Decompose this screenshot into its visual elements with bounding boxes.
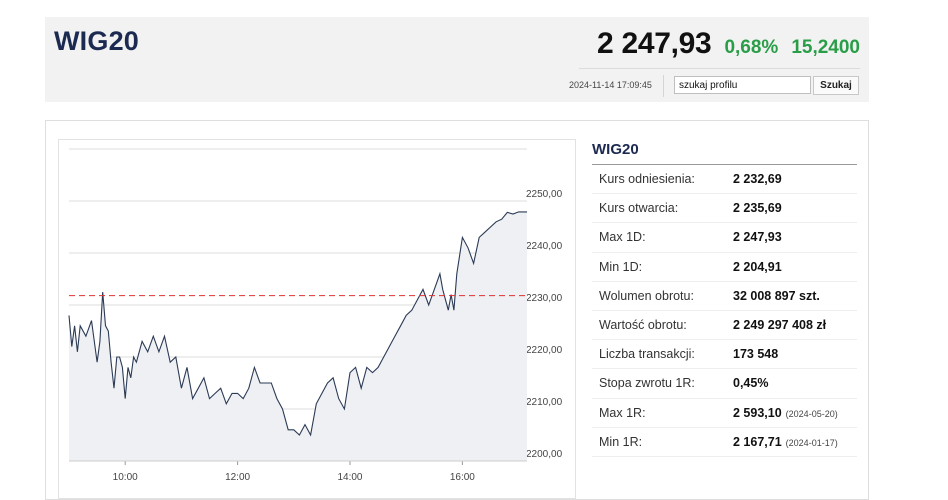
y-tick-label: 2230,00 [526, 293, 563, 304]
stats-value: 2 593,10 (2024-05-20) [733, 406, 838, 420]
stats-row: Max 1D: 2 247,93 [592, 223, 857, 253]
x-tick-label: 10:00 [113, 472, 138, 483]
stats-label: Kurs odniesienia: [599, 172, 695, 187]
stats-value: 2 204,91 [733, 260, 782, 274]
stats-label: Max 1R: [599, 405, 646, 420]
x-tick-label: 16:00 [450, 472, 475, 483]
stats-value: 2 249 297 408 zł [733, 318, 826, 332]
stats-label: Kurs otwarcia: [599, 201, 679, 216]
change-absolute: 15,2400 [791, 37, 860, 58]
stats-row: Wartość obrotu: 2 249 297 408 zł [592, 311, 857, 341]
stats-value: 0,45% [733, 376, 768, 390]
details-panel: 2250,00 2240,00 2230,00 2220,00 2210,00 2200,… [45, 120, 869, 500]
stats-value-text: 2 232,69 [733, 172, 782, 187]
y-tick-label: 2220,00 [526, 345, 563, 356]
stats-value-text: 2 593,10 [733, 405, 782, 420]
quote-summary: 2 247,93 0,68% 15,2400 [597, 27, 860, 61]
stats-label: Max 1D: [599, 230, 646, 245]
quote-header: WIG20 2 247,93 0,68% 15,2400 2024-11-14 … [45, 17, 869, 102]
stats-row: Kurs odniesienia: 2 232,69 [592, 165, 857, 195]
y-tick-label: 2210,00 [526, 397, 563, 408]
profile-search-input[interactable] [674, 76, 811, 94]
stats-date: (2024-05-20) [785, 408, 838, 419]
stats-title: WIG20 [592, 135, 857, 165]
stats-value: 2 232,69 [733, 172, 782, 186]
stats-row: Max 1R: 2 593,10 (2024-05-20) [592, 399, 857, 428]
stats-value-text: 2 167,71 [733, 434, 782, 449]
stats-value: 32 008 897 szt. [733, 289, 820, 303]
stats-table: WIG20 Kurs odniesienia: 2 232,69 Kurs otwa… [592, 135, 857, 457]
series-area [69, 211, 527, 461]
x-tick-label: 14:00 [337, 472, 362, 483]
vertical-divider [663, 75, 664, 97]
current-price: 2 247,93 [597, 27, 712, 60]
stats-label: Stopa zwrotu 1R: [599, 376, 695, 391]
stats-value-text: 0,45% [733, 376, 769, 391]
change-percent: 0,68% [724, 37, 779, 58]
stats-value: 2 235,69 [733, 201, 782, 215]
stats-row: Wolumen obrotu: 32 008 897 szt. [592, 282, 857, 311]
stats-value-text: 173 548 [733, 347, 779, 362]
stats-value-text: 32 008 897 szt. [733, 288, 820, 303]
y-tick-label: 2200,00 [526, 449, 563, 460]
stats-rows: Kurs odniesienia: 2 232,69 Kurs otwarcia: 2… [592, 165, 857, 457]
chart-svg: 2250,00 2240,00 2230,00 2220,00 2210,00 2200,… [68, 148, 563, 483]
stats-row: Min 1D: 2 204,91 [592, 253, 857, 282]
stats-label: Wolumen obrotu: [599, 288, 694, 303]
x-tick-label: 12:00 [225, 472, 250, 483]
header-divider [579, 68, 860, 69]
stats-row: Stopa zwrotu 1R: 0,45% [592, 369, 857, 399]
stats-label: Min 1R: [599, 434, 643, 449]
stats-date: (2024-01-17) [785, 437, 838, 448]
stats-row: Liczba transakcji: 173 548 [592, 340, 857, 370]
stats-label: Min 1D: [599, 259, 643, 274]
search-button[interactable]: Szukaj [813, 76, 859, 95]
index-title: WIG20 [54, 26, 140, 56]
series-line [68, 211, 527, 437]
stats-value-text: 2 235,69 [733, 201, 782, 216]
y-tick-label: 2250,00 [526, 189, 563, 200]
stats-value: 2 167,71 (2024-01-17) [733, 435, 838, 449]
stats-row: Kurs otwarcia: 2 235,69 [592, 194, 857, 224]
stats-label: Liczba transakcji: [599, 347, 695, 362]
stats-value: 173 548 [733, 347, 778, 361]
intraday-chart[interactable]: 2250,00 2240,00 2230,00 2220,00 2210,00 2200,… [58, 139, 576, 499]
stats-row: Min 1R: 2 167,71 (2024-01-17) [592, 428, 857, 457]
stats-value: 2 247,93 [733, 230, 782, 244]
stats-value-text: 2 247,93 [733, 230, 782, 245]
stats-value-text: 2 204,91 [733, 259, 782, 274]
y-tick-label: 2240,00 [526, 241, 563, 252]
stats-label: Wartość obrotu: [599, 318, 687, 333]
quote-timestamp: 2024-11-14 17:09:45 [569, 80, 652, 90]
stats-value-text: 2 249 297 408 zł [733, 318, 827, 333]
